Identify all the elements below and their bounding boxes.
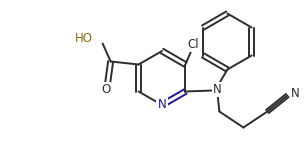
- Text: N: N: [213, 83, 222, 96]
- Text: HO: HO: [75, 32, 93, 45]
- Text: O: O: [101, 83, 110, 96]
- Text: Cl: Cl: [188, 38, 199, 51]
- Text: N: N: [291, 87, 300, 100]
- Text: N: N: [158, 99, 166, 111]
